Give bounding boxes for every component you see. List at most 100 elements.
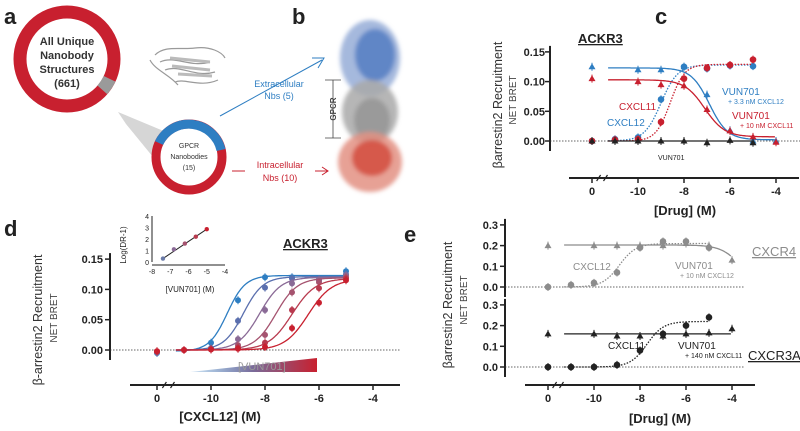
membrane-bracket bbox=[325, 79, 341, 139]
data-point bbox=[590, 363, 598, 371]
data-point bbox=[728, 256, 736, 263]
small-ring-line2: Nanobodies bbox=[170, 154, 208, 161]
data-point bbox=[590, 330, 598, 337]
data-point bbox=[749, 56, 757, 63]
data-point bbox=[749, 62, 757, 70]
small-ring-line1: GPCR bbox=[179, 143, 199, 150]
y-tick-label: 0.0 bbox=[483, 282, 498, 294]
e-ann-vun701-cxcl11-sub: + 140 nM CXCL11 bbox=[685, 353, 742, 360]
data-point bbox=[680, 75, 688, 82]
inset-data-point bbox=[182, 241, 188, 246]
panel-label-d: d bbox=[4, 216, 17, 241]
inset-data-point bbox=[204, 227, 209, 232]
fit-curve-vun701-1 bbox=[175, 276, 345, 351]
y-tick-label: 0.1 bbox=[483, 261, 498, 273]
y-tick-label: 0.00 bbox=[524, 136, 545, 148]
y-tick-label: 0.05 bbox=[524, 106, 545, 118]
data-point bbox=[262, 274, 268, 281]
data-point bbox=[659, 242, 667, 249]
data-point bbox=[235, 345, 241, 352]
data-point bbox=[262, 284, 268, 291]
extracellular-label-1: Extracellular bbox=[254, 79, 304, 89]
data-point bbox=[682, 322, 690, 329]
data-point bbox=[703, 91, 711, 98]
x-tick-label: -6 bbox=[681, 393, 691, 405]
d-title: ACKR3 bbox=[283, 236, 328, 251]
chart-e: βarrestin2 Recruitment NET BRET [Drug] (… bbox=[441, 218, 800, 426]
d-xlabel: [CXCL12] (M) bbox=[179, 409, 261, 424]
data-point bbox=[235, 297, 241, 304]
y-tick-label: 0.10 bbox=[82, 284, 103, 296]
data-point bbox=[657, 96, 665, 103]
e-ysublabel: NET BRET bbox=[459, 275, 470, 324]
e-title-cxcr4: CXCR4 bbox=[752, 244, 796, 259]
data-point bbox=[590, 242, 598, 249]
y-tick-label: 0.15 bbox=[82, 254, 103, 266]
data-point bbox=[613, 242, 621, 249]
data-point bbox=[588, 63, 596, 70]
data-point bbox=[289, 307, 295, 314]
data-point bbox=[613, 332, 621, 339]
chart-c: βarrestin2 Recruitment NET BRET [Drug] (… bbox=[491, 31, 800, 218]
c-ann-vun701: VUN701 bbox=[658, 155, 685, 162]
d-ylabel: β-arrestin2 Recruitment bbox=[31, 254, 45, 385]
y-tick-label: 0.0 bbox=[483, 362, 498, 374]
data-point bbox=[749, 133, 757, 140]
data-point bbox=[316, 285, 322, 292]
data-point bbox=[208, 346, 214, 353]
c-ann-vun701-cxcl11-sub: + 10 nM CXCL11 bbox=[740, 123, 793, 130]
data-point bbox=[680, 82, 688, 89]
extracellular-arrow bbox=[219, 59, 323, 117]
data-point bbox=[703, 139, 711, 146]
inset-y-tick-label: 1 bbox=[145, 249, 149, 256]
fit-curve-cxcl12 bbox=[608, 64, 752, 142]
protein-surface bbox=[338, 20, 402, 192]
data-point bbox=[343, 277, 349, 284]
data-point bbox=[657, 81, 665, 88]
data-point bbox=[749, 139, 757, 146]
data-point bbox=[680, 137, 688, 144]
panel-a-diagram: All Unique Nanobody Structures (661) GPC… bbox=[13, 5, 329, 195]
data-point bbox=[705, 329, 713, 336]
x-tick-label: -10 bbox=[630, 186, 646, 198]
x-tick-label: -6 bbox=[314, 393, 324, 405]
big-ring-line3: Structures bbox=[39, 64, 94, 76]
data-point bbox=[289, 325, 295, 332]
inset-x-tick-label: -6 bbox=[185, 269, 191, 276]
c-ylabel: βarrestin2 Recruitment bbox=[491, 41, 505, 168]
x-tick-label: 0 bbox=[589, 186, 595, 198]
data-point bbox=[705, 314, 713, 321]
intracellular-label-2: Nbs (10) bbox=[263, 173, 298, 183]
inset-data-point bbox=[171, 247, 177, 252]
panel-label-a: a bbox=[4, 4, 17, 29]
axis-break-icon bbox=[161, 381, 175, 389]
data-point bbox=[634, 78, 642, 85]
inset-ylabel: Log(DR-1) bbox=[119, 226, 128, 264]
x-tick-label: -4 bbox=[727, 393, 738, 405]
inset-y-tick-label: 2 bbox=[145, 237, 149, 244]
gpcr-segment bbox=[97, 75, 116, 95]
data-point bbox=[659, 238, 667, 245]
c-ann-cxcl11: CXCL11 bbox=[619, 102, 656, 113]
fit-curve-0-vun701 bbox=[175, 274, 345, 352]
data-point bbox=[636, 242, 644, 249]
c-ann-vun701-cxcl12: VUN701 bbox=[722, 87, 760, 98]
data-point bbox=[682, 330, 690, 337]
data-point bbox=[208, 339, 214, 346]
x-tick-label: -8 bbox=[635, 393, 645, 405]
c-ann-cxcl12: CXCL12 bbox=[607, 118, 645, 129]
nanobody-structure-icon bbox=[149, 47, 226, 86]
fit-curve-vun701-10-nm-cxcl11 bbox=[608, 79, 775, 138]
big-ring-line4: (661) bbox=[54, 78, 80, 90]
data-point bbox=[588, 75, 596, 82]
c-ysublabel: NET BRET bbox=[508, 75, 519, 124]
data-point bbox=[682, 240, 690, 247]
y-tick-label: 0.1 bbox=[483, 341, 498, 353]
data-point bbox=[235, 317, 241, 324]
arrowhead-icon bbox=[312, 57, 325, 69]
data-point bbox=[726, 61, 734, 69]
data-point bbox=[567, 281, 575, 289]
y-tick-label: 0.10 bbox=[524, 77, 545, 89]
panel-b-gpcr-model: GPCR bbox=[325, 20, 402, 192]
